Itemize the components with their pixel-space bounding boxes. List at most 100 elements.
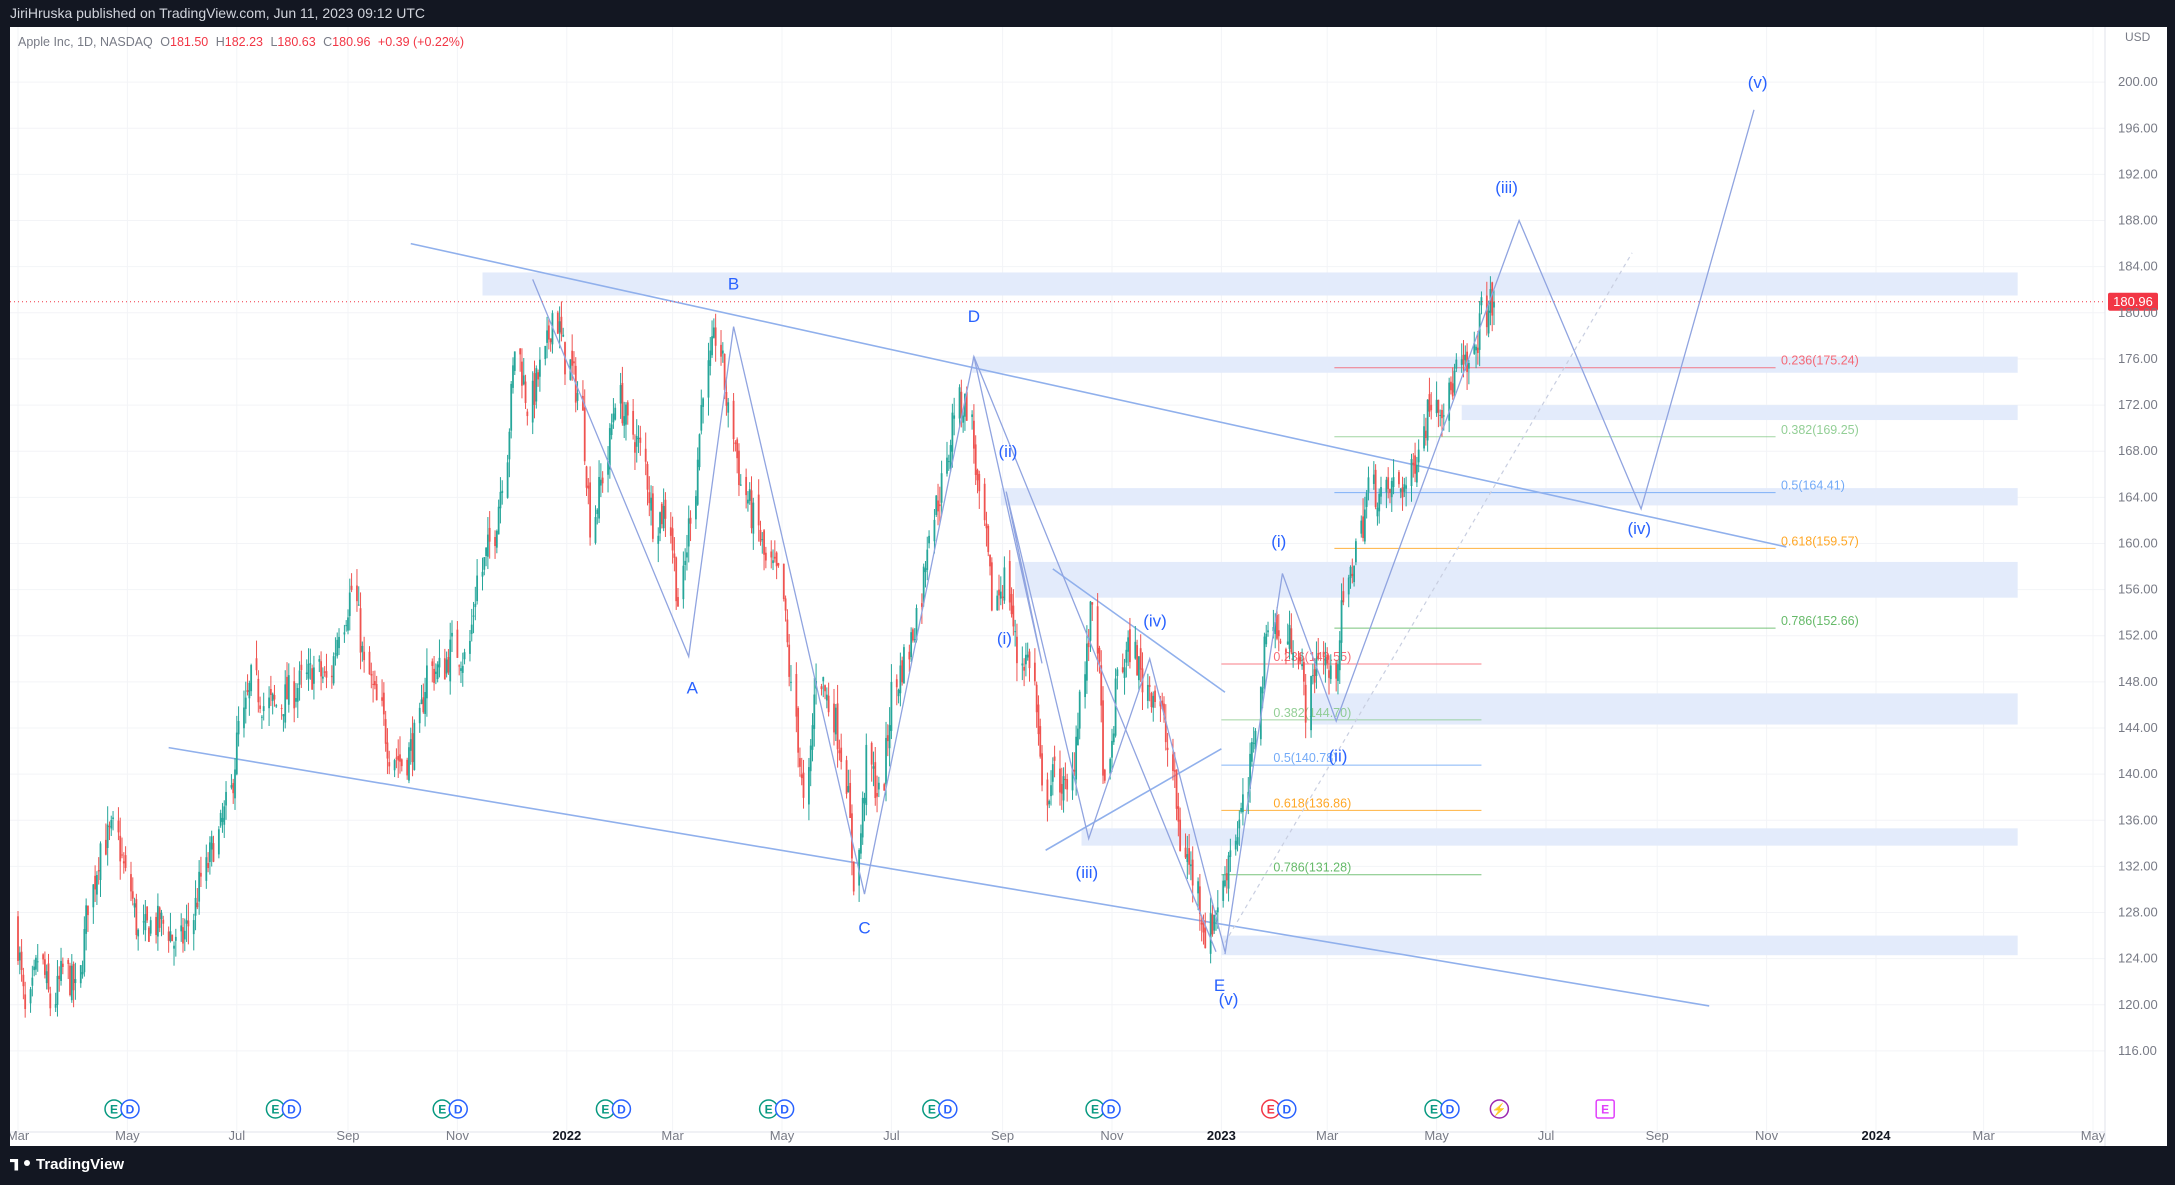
wave-label: (iii) (1076, 863, 1099, 882)
price-zone (1015, 561, 2018, 598)
candle-body (1033, 662, 1036, 682)
candle-body (865, 744, 868, 806)
earnings-marker-glyph: E (601, 1103, 609, 1117)
candle-body (1265, 633, 1268, 645)
candle-body (635, 435, 638, 447)
candle-body (1003, 567, 1006, 601)
candle-body (999, 591, 1002, 599)
candle-body (1137, 656, 1140, 681)
y-tick-label: 152.00 (2118, 628, 2158, 643)
candle-body (773, 556, 776, 559)
wave-label: A (687, 678, 699, 697)
dividend-marker-icon (938, 1099, 958, 1119)
candle-body (1299, 657, 1302, 662)
fib-level-label: 0.786(152.66) (1781, 614, 1859, 628)
price-axis[interactable]: USD 116.00 120.00 124.00 128.00 132.00 136.00… (2104, 27, 2158, 1146)
candle-body (1389, 489, 1391, 493)
candle-body (824, 685, 826, 692)
price-zone (1221, 935, 2018, 956)
candle-body (1285, 649, 1287, 653)
candle-body (497, 506, 500, 535)
candle-body (786, 619, 789, 643)
candle-body (408, 747, 410, 781)
candle-body (1014, 631, 1017, 633)
candle-body (1342, 591, 1345, 603)
candle-body (928, 535, 930, 544)
candle-body (573, 361, 575, 364)
wave-label: (iv) (1627, 519, 1651, 538)
candle-body (915, 607, 918, 641)
candle-body (183, 930, 186, 940)
candle-body (250, 665, 253, 692)
candle-body (438, 657, 441, 668)
open-label: O (160, 35, 170, 49)
channel-line (1045, 748, 1222, 851)
candle-body (72, 964, 75, 991)
candle-body (486, 534, 489, 557)
candle-body (1424, 430, 1427, 438)
candle-body (531, 380, 534, 423)
candle-body (106, 824, 109, 848)
candle-body (1324, 657, 1327, 666)
candle-body (33, 966, 36, 971)
candle-body (1398, 472, 1400, 485)
wave-path-impulse-c (973, 356, 1226, 952)
candle-body (682, 565, 685, 600)
candle-body (192, 920, 195, 935)
candle-body (382, 692, 385, 715)
candle-body (526, 411, 529, 417)
candle-body (149, 920, 152, 934)
chart-canvas[interactable]: 0.236(175.24) 0.382(169.25) 0.5(164.41) 0.6… (10, 27, 2167, 1146)
wave-paths (532, 109, 1755, 955)
candle-body (639, 437, 642, 443)
candle-body (370, 673, 373, 676)
candle-body (598, 476, 600, 519)
y-tick-label: 140.00 (2118, 766, 2158, 781)
time-axis[interactable]: Mar May Jul Sep Nov 2022 Mar May Jul Sep Nov 2023 Ma… (10, 1128, 2106, 1143)
candle-body (738, 450, 740, 486)
dividend-marker-glyph: D (1107, 1103, 1116, 1117)
candle-body (133, 903, 136, 908)
candle-body (1191, 859, 1194, 886)
candle-body (533, 373, 536, 405)
candle-body (338, 636, 340, 649)
candle-body (714, 327, 717, 346)
dividend-marker-glyph: D (287, 1103, 296, 1117)
candle-body (185, 920, 188, 924)
tradingview-logo[interactable]: TradingView (10, 1156, 124, 1173)
candle-body (1435, 399, 1438, 414)
candle-body (275, 705, 278, 707)
event-bolt-marker-icon (1489, 1099, 1510, 1119)
candle-body (508, 431, 511, 460)
wave-label: B (728, 275, 739, 294)
chart-frame[interactable]: 0.236(175.24) 0.382(169.25) 0.5(164.41) 0.6… (10, 27, 2167, 1146)
candle-body (689, 517, 692, 524)
candle-body (431, 661, 434, 666)
candle-body (488, 527, 491, 542)
candle-body (585, 466, 588, 488)
candle-body (180, 925, 183, 932)
candle-body (524, 381, 527, 403)
candle-body (834, 707, 837, 735)
candle-body (210, 836, 213, 850)
candle-body (612, 413, 615, 423)
candle-body (648, 492, 651, 504)
y-tick-label: 136.00 (2118, 812, 2158, 827)
candle-body (1197, 881, 1199, 894)
candle-body (110, 820, 113, 829)
candle-body (838, 750, 841, 754)
candle-body (318, 659, 321, 662)
candle-body (334, 653, 337, 655)
candle-body (614, 407, 617, 420)
candle-body (282, 714, 285, 717)
candle-body (273, 695, 276, 700)
candle-body (79, 965, 82, 984)
low-value: 180.63 (277, 35, 316, 49)
candle-body (1338, 640, 1341, 671)
candle-body (1116, 669, 1119, 677)
x-tick-label: Mar (661, 1128, 684, 1143)
wave-label: (ii) (999, 442, 1018, 461)
candle-body (235, 732, 238, 775)
candle-body (677, 597, 679, 607)
candle-body (1487, 310, 1490, 334)
